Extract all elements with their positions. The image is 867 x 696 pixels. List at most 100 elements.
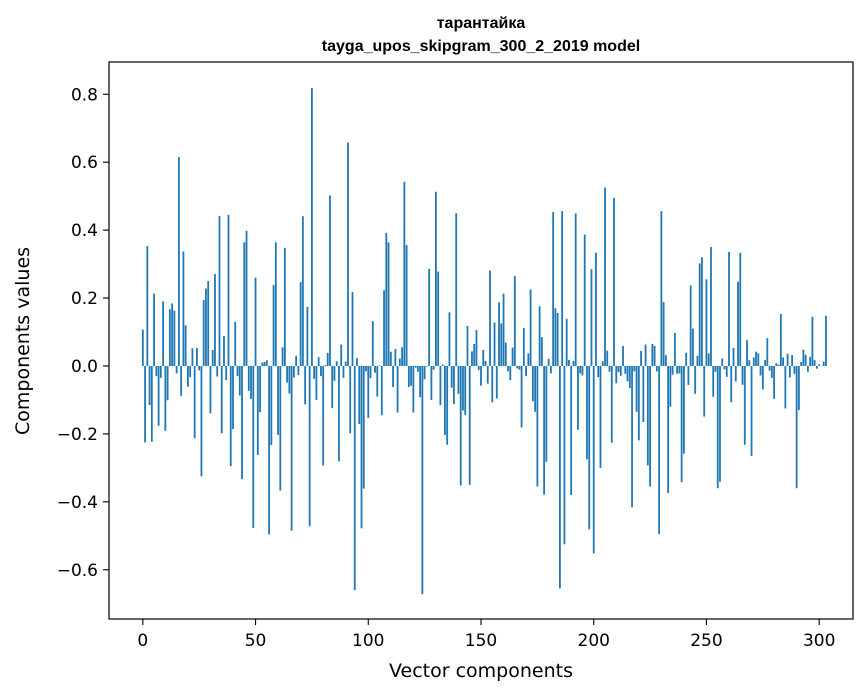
y-tick-label: −0.2 [57,425,98,445]
bar [579,365,582,374]
bar [446,365,449,445]
bar [315,365,318,400]
bar [759,365,762,376]
bar [498,302,500,366]
bar [547,358,550,366]
bar [159,365,162,378]
y-tick-label: 0.2 [71,289,98,309]
bar [297,365,300,376]
bar [259,365,261,413]
bar [534,365,537,412]
bar [360,365,363,529]
bar [428,268,431,366]
bar [536,365,539,487]
bar [764,359,766,366]
bar [779,314,782,366]
bar [439,365,442,406]
bar [274,242,277,366]
bar [825,315,827,366]
bar [232,365,234,430]
bar [392,365,394,388]
bar [200,365,203,477]
bar [245,230,248,366]
bar [279,365,282,491]
bar [640,351,642,366]
bar [477,365,480,371]
bar [380,365,383,416]
bar [574,213,577,366]
bar [324,364,327,366]
bar [516,365,518,369]
bar [252,365,255,528]
bar [191,348,194,366]
bar [633,365,636,372]
bar [329,195,331,366]
bar [549,365,552,374]
bar [730,365,733,403]
bar [590,269,593,366]
bar [187,365,189,387]
bar [716,365,719,489]
bar [371,321,374,366]
bar [653,345,656,366]
x-tick-label: 100 [352,631,384,651]
bar [694,365,697,394]
bar [707,353,710,366]
y-tick-label: 0.8 [71,85,98,105]
bar [746,340,748,366]
bar [164,365,167,431]
bar [563,365,566,545]
bar [335,361,338,366]
bar [482,350,485,366]
bar [597,365,600,378]
bar [538,306,541,366]
bar [383,290,385,366]
bar [425,365,428,367]
bar [189,365,192,378]
bar [211,350,214,366]
y-axis-ticks: −0.6 −0.4 −0.2 0.0 0.2 0.4 0.6 0.8 [57,85,109,581]
x-tick-label: 50 [245,631,267,651]
bar [317,357,320,366]
bar [419,365,422,398]
bar [265,360,268,366]
bar [728,251,730,366]
bar [304,365,307,405]
x-axis-ticks: 0 50 100 150 200 250 300 [137,619,835,651]
bar [376,365,379,397]
x-tick-label: 200 [578,631,610,651]
bar [177,157,180,366]
bar [193,365,196,439]
bar [173,310,176,366]
bar [683,365,685,454]
bar [565,318,568,366]
bar [552,212,555,366]
bar [480,365,482,386]
bar [518,365,521,370]
bar [435,191,437,366]
bar [658,365,661,535]
bar [416,365,419,372]
bar [250,365,252,399]
bars-group [141,88,827,595]
bar [719,365,721,482]
bar [182,251,185,366]
bar [642,365,645,423]
bar [732,347,735,366]
bar [344,361,347,366]
bar [171,303,174,366]
bar [243,242,246,366]
bar [218,215,221,366]
bar [292,365,295,378]
bar [202,300,205,366]
bar [220,365,223,434]
bar [800,361,803,366]
bar [396,365,399,413]
bar [457,365,460,394]
bar [374,365,376,373]
bar [229,365,232,467]
bar [288,365,291,394]
bar [712,365,715,397]
bar [362,365,365,489]
bar [146,246,149,366]
